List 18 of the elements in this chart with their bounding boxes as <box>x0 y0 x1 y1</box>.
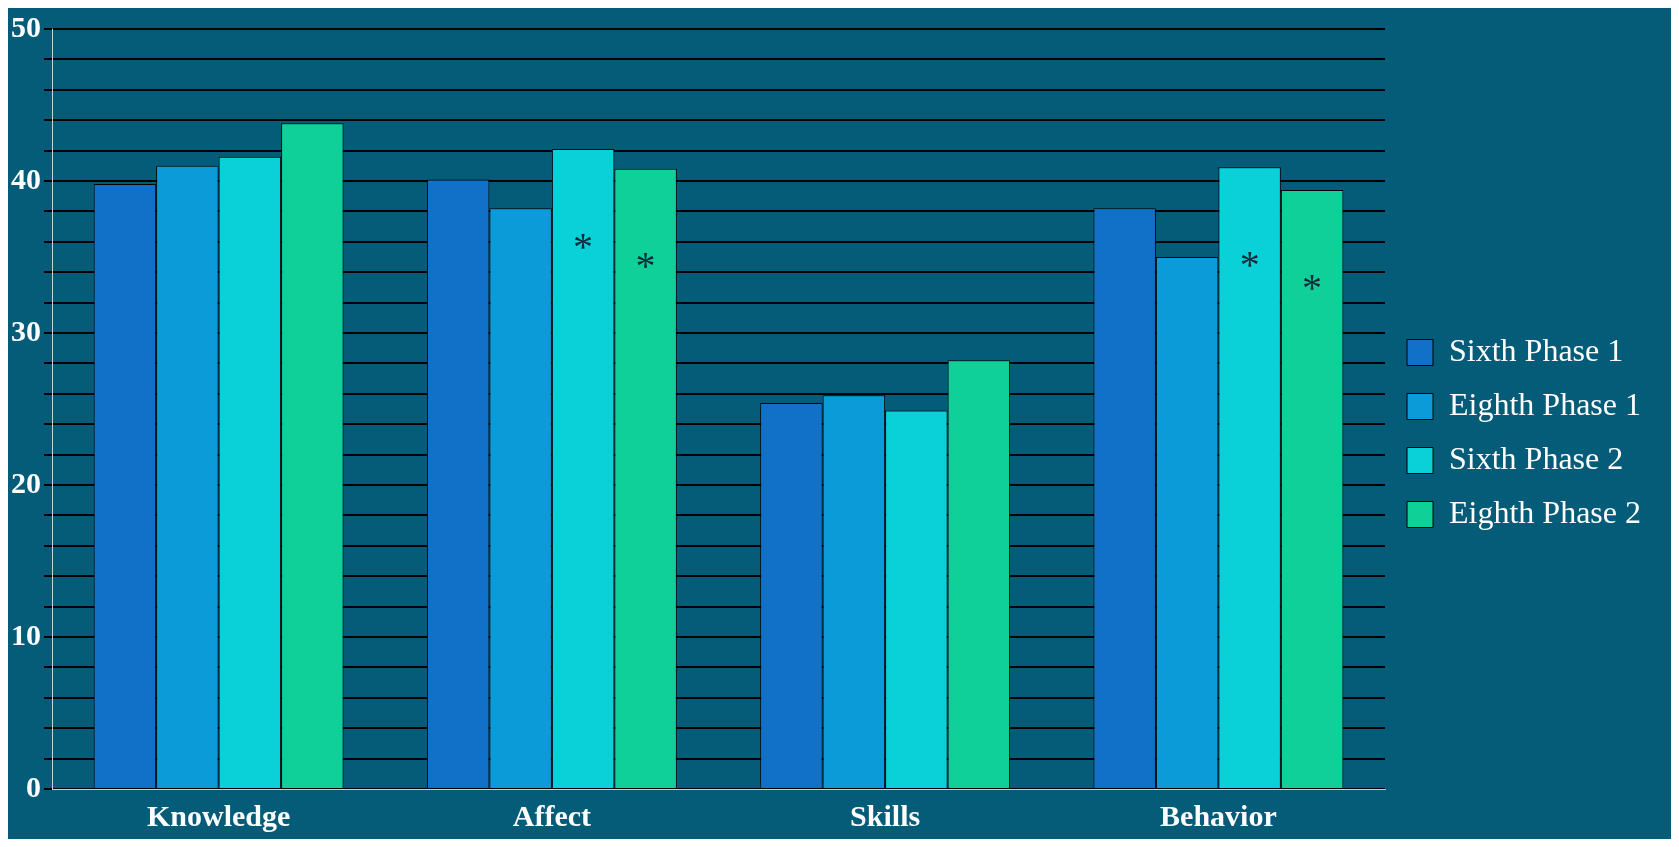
x-tick-label: Behavior <box>1160 798 1277 832</box>
y-tick-label: 20 <box>11 465 41 499</box>
x-tick-label: Skills <box>850 798 921 832</box>
legend-label: Eighth Phase 1 <box>1449 385 1641 422</box>
y-tick-label: 10 <box>11 617 41 651</box>
data-label: * <box>1302 264 1323 310</box>
data-label: * <box>573 223 594 269</box>
legend-label: Eighth Phase 2 <box>1449 493 1641 530</box>
legend-label: Sixth Phase 1 <box>1449 331 1624 368</box>
x-tick-label: Affect <box>512 798 592 832</box>
y-tick-label: 40 <box>11 161 41 195</box>
data-label: * <box>1239 241 1260 287</box>
x-tick-label: Knowledge <box>146 798 291 832</box>
y-tick-label: 30 <box>11 313 41 347</box>
y-tick-label: 50 <box>11 9 41 43</box>
y-tick-label: 0 <box>26 769 41 803</box>
legend-label: Sixth Phase 2 <box>1449 439 1624 476</box>
data-label: * <box>635 243 656 289</box>
